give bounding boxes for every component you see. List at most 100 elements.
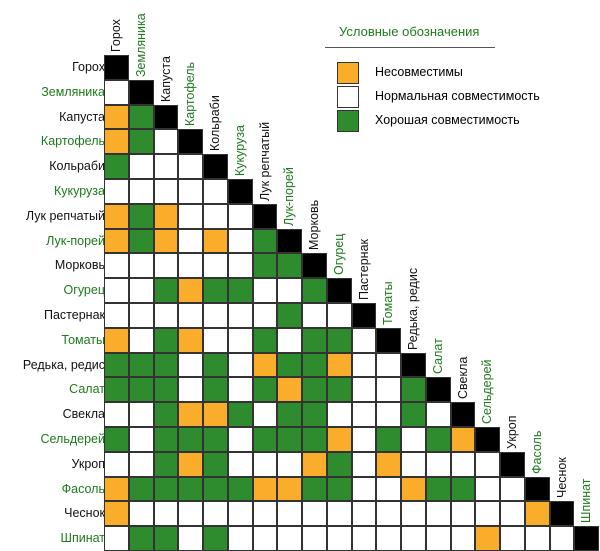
matrix-cell (351, 427, 377, 452)
row-label: Укроп (71, 456, 105, 471)
matrix-cell (351, 327, 377, 353)
matrix-cell (128, 104, 154, 130)
matrix-cell (227, 476, 253, 502)
matrix-cell (203, 451, 228, 477)
matrix-cell (203, 352, 228, 378)
row-label: Шпинат (60, 531, 105, 546)
matrix-cell (252, 278, 278, 303)
matrix-cell (252, 402, 278, 427)
diagonal-cell (178, 129, 203, 155)
matrix-cell (351, 352, 377, 378)
matrix-cell (326, 402, 352, 427)
matrix-cell (326, 476, 352, 502)
matrix-cell (104, 402, 129, 427)
column-label: Лук-порей (282, 166, 297, 226)
legend-label-normal: Нормальная совместимость (375, 89, 540, 103)
matrix-cell (227, 501, 253, 527)
column-label: Пастернак (356, 239, 371, 300)
column-label: Огурец (331, 233, 346, 276)
matrix-cell (153, 129, 179, 155)
matrix-cell (401, 427, 426, 452)
diagonal-cell (500, 451, 525, 477)
legend-title: Условные обозначения (339, 24, 480, 39)
matrix-cell (104, 154, 129, 179)
column-label: Капуста (158, 55, 173, 102)
matrix-cell (326, 501, 352, 527)
diagonal-cell (351, 303, 377, 328)
column-label: Чеснок (554, 457, 569, 499)
matrix-cell (302, 377, 327, 403)
column-label: Шпинат (579, 478, 594, 524)
matrix-cell (252, 451, 278, 477)
matrix-cell (153, 253, 179, 279)
matrix-cell (252, 303, 278, 328)
row-label: Сельдерей (40, 432, 105, 446)
row-label: Кукуруза (54, 184, 105, 198)
matrix-cell (153, 179, 179, 204)
matrix-cell (227, 303, 253, 328)
matrix-cell (128, 451, 154, 477)
matrix-cell (302, 402, 327, 427)
matrix-cell (302, 451, 327, 477)
matrix-cell (302, 352, 327, 378)
row-label: Морковь (54, 258, 105, 273)
matrix-cell (376, 476, 401, 502)
row-label: Огурец (63, 283, 105, 298)
column-label: Редька, редис (406, 267, 420, 350)
row-label: Горох (72, 60, 105, 74)
matrix-cell (277, 253, 302, 279)
matrix-cell (227, 253, 253, 279)
diagonal-cell (104, 55, 129, 80)
matrix-cell (277, 278, 302, 303)
matrix-cell (178, 501, 203, 527)
diagonal-cell (574, 526, 599, 551)
row-label: Салат (69, 382, 105, 397)
matrix-cell (326, 352, 352, 378)
matrix-cell (351, 451, 377, 477)
matrix-cell (203, 327, 228, 353)
matrix-cell (104, 451, 129, 477)
matrix-cell (104, 179, 129, 204)
legend-divider (325, 47, 495, 48)
matrix-cell (227, 526, 253, 551)
diagonal-cell (227, 179, 253, 204)
column-label: Картофель (183, 62, 198, 127)
matrix-cell (128, 352, 154, 378)
matrix-cell (376, 526, 401, 551)
diagonal-cell (450, 402, 476, 427)
column-label: Томаты (381, 281, 396, 325)
matrix-cell (203, 427, 228, 452)
matrix-cell (104, 253, 129, 279)
matrix-cell (475, 476, 500, 502)
matrix-cell (401, 501, 426, 527)
matrix-cell (277, 303, 302, 328)
matrix-cell (153, 228, 179, 254)
row-label: Пастернак (44, 308, 105, 322)
matrix-cell (227, 402, 253, 427)
matrix-cell (500, 526, 525, 551)
column-label: Салат (430, 338, 445, 375)
matrix-cell (203, 278, 228, 303)
matrix-cell (302, 278, 327, 303)
matrix-cell (203, 377, 228, 403)
matrix-cell (302, 526, 327, 551)
matrix-cell (104, 526, 129, 551)
matrix-cell (376, 501, 401, 527)
matrix-cell (227, 327, 253, 353)
matrix-cell (252, 476, 278, 502)
matrix-cell (178, 402, 203, 427)
matrix-cell (425, 526, 451, 551)
matrix-cell (153, 203, 179, 229)
matrix-cell (326, 327, 352, 353)
matrix-cell (178, 451, 203, 477)
matrix-cell (376, 402, 401, 427)
diagonal-cell (326, 278, 352, 303)
matrix-cell (326, 303, 352, 328)
legend-label-good: Хорошая совместимость (375, 113, 520, 127)
matrix-cell (450, 451, 476, 477)
matrix-cell (178, 476, 203, 502)
row-label: Капуста (59, 109, 105, 124)
matrix-cell (351, 526, 377, 551)
column-label: Лук репчатый (257, 121, 272, 201)
matrix-cell (153, 377, 179, 403)
